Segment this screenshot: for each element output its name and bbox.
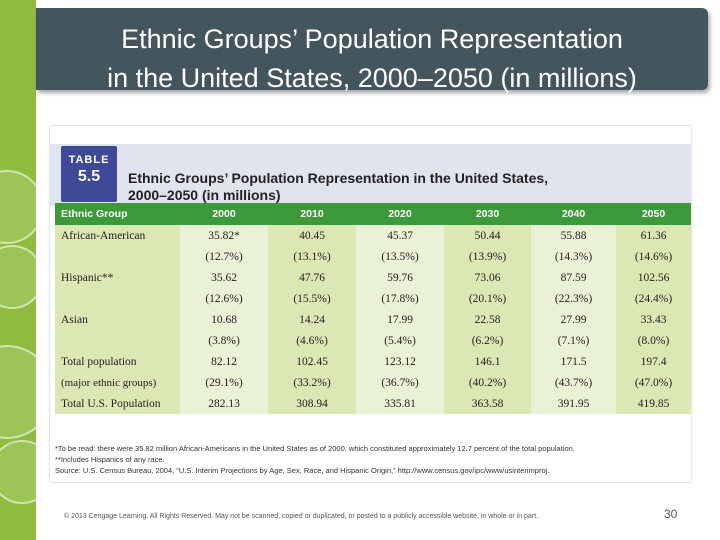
table-cell-percent: (14.3%) [531, 246, 616, 267]
slide-title-line-1: Ethnic Groups’ Population Representation [121, 24, 623, 54]
table-cell-percent: (13.5%) [356, 246, 444, 267]
population-table: Ethnic Group 2000 2010 2020 2030 2040 20… [55, 203, 691, 414]
table-cell-percent: (13.9%) [444, 246, 531, 267]
table-cell: 14.24 [268, 309, 356, 330]
column-header: 2020 [356, 203, 444, 225]
footnote: *To be read: there were 35.82 million Af… [55, 444, 575, 453]
table-cell: 335.81 [356, 393, 444, 414]
table-row: Total population 82.12 102.45 123.12 146… [55, 351, 691, 372]
column-header: 2000 [180, 203, 268, 225]
row-label: Asian [55, 309, 180, 330]
page-number: 30 [664, 507, 678, 521]
table-cell: 102.45 [268, 351, 356, 372]
table-cell: 10.68 [180, 309, 268, 330]
table-cell-percent: (5.4%) [356, 330, 444, 351]
table-row: Hispanic** 35.62 47.76 59.76 73.06 87.59… [55, 267, 691, 288]
row-label: African-American [55, 225, 180, 246]
table-cell: 17.99 [356, 309, 444, 330]
table-cell: 123.12 [356, 351, 444, 372]
table-cell-percent: (17.8%) [356, 288, 444, 309]
table-cell-percent: (15.5%) [268, 288, 356, 309]
decorative-left-band [0, 0, 36, 540]
table-cell: 22.58 [444, 309, 531, 330]
table-cell-percent: (7.1%) [531, 330, 616, 351]
decorative-circle [0, 170, 36, 244]
table-figure: TABLE 5.5 Ethnic Groups’ Population Repr… [50, 126, 691, 482]
decorative-circle [0, 345, 36, 439]
table-caption-line-2: 2000–2050 (in millions) [128, 187, 281, 203]
column-header: 2050 [616, 203, 691, 225]
table-cell: 59.76 [356, 267, 444, 288]
table-cell-percent: (6.2%) [444, 330, 531, 351]
table-cell: 55.88 [531, 225, 616, 246]
table-cell-percent: (14.6%) [616, 246, 691, 267]
table-cell: 171.5 [531, 351, 616, 372]
table-badge-label: TABLE [68, 154, 110, 166]
table-badge-number: 5.5 [77, 168, 101, 185]
table-row: (12.6%) (15.5%) (17.8%) (20.1%) (22.3%) … [55, 288, 691, 309]
slide-title-bar: Ethnic Groups’ Population Representation… [36, 8, 708, 93]
table-cell-percent: (29.1%) [180, 372, 268, 393]
table-cell: 45.37 [356, 225, 444, 246]
table-header-row: Ethnic Group 2000 2010 2020 2030 2040 20… [55, 203, 691, 225]
table-cell-percent: (22.3%) [531, 288, 616, 309]
table-cell: 282.13 [180, 393, 268, 414]
row-label: Total population [55, 351, 180, 372]
table-cell: 50.44 [444, 225, 531, 246]
table-cell: 87.59 [531, 267, 616, 288]
slide-title-line-2: in the United States, 2000–2050 (in mill… [107, 63, 637, 93]
table-row: African-American 35.82* 40.45 45.37 50.4… [55, 225, 691, 246]
table-cell-percent: (43.7%) [531, 372, 616, 393]
table-cell-percent: (4.6%) [268, 330, 356, 351]
source-note: Source: U.S. Census Bureau, 2004, “U.S. … [55, 466, 550, 475]
table-cell: 35.82* [180, 225, 268, 246]
row-label: Total U.S. Population [55, 393, 180, 414]
row-label: Hispanic** [55, 267, 180, 288]
table-cell-percent: (8.0%) [616, 330, 691, 351]
footnote: **Includes Hispanics of any race. [55, 455, 165, 464]
table-cell: 102.56 [616, 267, 691, 288]
table-cell-percent: (20.1%) [444, 288, 531, 309]
table-row: (major ethnic groups) (29.1%) (33.2%) (3… [55, 372, 691, 393]
table-cell-percent: (12.6%) [180, 288, 268, 309]
table-badge: TABLE 5.5 [61, 146, 117, 202]
table-cell: 61.36 [616, 225, 691, 246]
table-cell: 33.43 [616, 309, 691, 330]
table-cell: 47.76 [268, 267, 356, 288]
table-cell: 363.58 [444, 393, 531, 414]
table-cell: 73.06 [444, 267, 531, 288]
table-cell-percent: (40.2%) [444, 372, 531, 393]
table-row: (3.8%) (4.6%) (5.4%) (6.2%) (7.1%) (8.0%… [55, 330, 691, 351]
table-caption-line-1: Ethnic Groups’ Population Representation… [128, 170, 549, 186]
table-cell: 27.99 [531, 309, 616, 330]
table-row: Asian 10.68 14.24 17.99 22.58 27.99 33.4… [55, 309, 691, 330]
table-cell-percent: (13.1%) [268, 246, 356, 267]
table-cell-percent: (47.0%) [616, 372, 691, 393]
table-cell: 308.94 [268, 393, 356, 414]
table-cell-percent: (36.7%) [356, 372, 444, 393]
table-cell: 146.1 [444, 351, 531, 372]
decorative-circle [0, 440, 36, 504]
table-cell: 35.62 [180, 267, 268, 288]
table-row: (12.7%) (13.1%) (13.5%) (13.9%) (14.3%) … [55, 246, 691, 267]
column-header: 2040 [531, 203, 616, 225]
column-header: 2010 [268, 203, 356, 225]
table-cell: 40.45 [268, 225, 356, 246]
table-cell: 391.95 [531, 393, 616, 414]
table-cell: 197.4 [616, 351, 691, 372]
column-header: Ethnic Group [55, 203, 180, 225]
table-cell-percent: (12.7%) [180, 246, 268, 267]
row-label-secondary: (major ethnic groups) [55, 372, 180, 393]
table-row-total: Total U.S. Population 282.13 308.94 335.… [55, 393, 691, 414]
table-cell: 82.12 [180, 351, 268, 372]
column-header: 2030 [444, 203, 531, 225]
copyright-notice: © 2013 Cengage Learning. All Rights Rese… [64, 513, 539, 520]
table-caption: TABLE 5.5 Ethnic Groups’ Population Repr… [50, 144, 691, 206]
decorative-circle [0, 245, 36, 309]
table-footnotes: *To be read: there were 35.82 million Af… [55, 443, 685, 476]
table-cell: 419.85 [616, 393, 691, 414]
table-cell-percent: (3.8%) [180, 330, 268, 351]
table-cell-percent: (24.4%) [616, 288, 691, 309]
table-cell-percent: (33.2%) [268, 372, 356, 393]
